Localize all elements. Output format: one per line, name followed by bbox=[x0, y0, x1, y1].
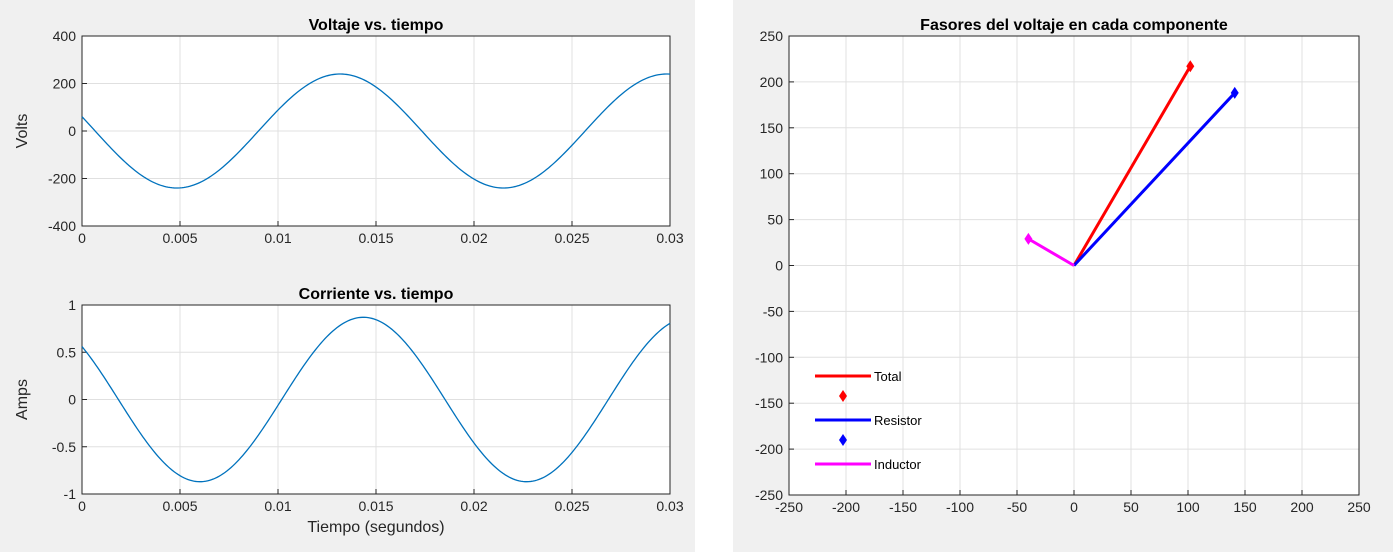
x-tick-label: 0 bbox=[78, 230, 86, 246]
phasor-line-total bbox=[1072, 65, 1192, 267]
legend-marker-resistor bbox=[839, 434, 847, 446]
x-tick-label: 0.03 bbox=[656, 230, 683, 246]
y-tick-label: -400 bbox=[48, 218, 76, 234]
axes-frame bbox=[81, 304, 671, 495]
y-tick-label: -0.5 bbox=[52, 439, 76, 455]
x-tick-label: -250 bbox=[775, 499, 803, 515]
legend-label-total: Total bbox=[874, 369, 902, 384]
x-tick-label: 0.005 bbox=[162, 498, 197, 514]
chart-title: Fasores del voltaje en cada componente bbox=[920, 17, 1228, 34]
y-tick-label: 150 bbox=[760, 120, 784, 136]
series-line bbox=[81, 316, 671, 483]
x-tick-label: 0.03 bbox=[656, 498, 683, 514]
time-plots-svg: 0 0.005 0.01 0.015 0.02 0.025 0.03 -400 -200 0 200… bbox=[14, 17, 684, 536]
phasor-line-resistor bbox=[1072, 91, 1236, 267]
legend-label-resistor: Resistor bbox=[874, 413, 922, 428]
axes-frame bbox=[81, 35, 671, 227]
phasor-tip-total bbox=[1186, 60, 1195, 73]
axes-frame bbox=[788, 35, 1360, 496]
y-tick-label: 50 bbox=[767, 212, 783, 228]
x-tick-label: 0.005 bbox=[162, 230, 197, 246]
y-tick-label: 100 bbox=[760, 166, 784, 182]
y-tick-label: 1 bbox=[68, 297, 76, 313]
phasor-line-inductor bbox=[1027, 237, 1075, 267]
right-figure-panel: -250 -200 -150 -100 -50 0 50 100 150 200 250 -250 -2… bbox=[733, 0, 1393, 552]
x-tick-label: 0.02 bbox=[460, 230, 487, 246]
y-tick-label: -100 bbox=[755, 349, 783, 365]
y-tick-label: 200 bbox=[760, 74, 784, 90]
x-tick-label: -50 bbox=[1007, 499, 1027, 515]
x-tick-label: 0.015 bbox=[358, 498, 393, 514]
x-tick-label: 0 bbox=[1070, 499, 1078, 515]
y-axis-label: Amps bbox=[14, 379, 31, 420]
phasor-plot-svg: -250 -200 -150 -100 -50 0 50 100 150 200 250 -250 -2… bbox=[755, 17, 1371, 515]
y-tick-label: 250 bbox=[760, 28, 784, 44]
y-tick-label: 0.5 bbox=[57, 344, 77, 360]
y-tick-label: -1 bbox=[64, 486, 77, 502]
y-tick-label: 0 bbox=[68, 392, 76, 408]
y-tick-label: -50 bbox=[763, 303, 783, 319]
legend-label-inductor: Inductor bbox=[874, 457, 922, 472]
x-tick-label: 50 bbox=[1123, 499, 1139, 515]
x-tick-label: 0.025 bbox=[554, 498, 589, 514]
phasor-tip-resistor bbox=[1230, 86, 1239, 99]
x-tick-label: 0.015 bbox=[358, 230, 393, 246]
y-tick-label: -200 bbox=[48, 171, 76, 187]
phasor-tip-inductor bbox=[1024, 232, 1033, 245]
x-tick-label: -100 bbox=[946, 499, 974, 515]
left-figure-panel: 0 0.005 0.01 0.015 0.02 0.025 0.03 -400 -200 0 200… bbox=[0, 0, 695, 552]
x-tick-label: 150 bbox=[1233, 499, 1257, 515]
x-tick-label: -150 bbox=[889, 499, 917, 515]
y-tick-label: -250 bbox=[755, 487, 783, 503]
y-axis-label: Volts bbox=[14, 114, 31, 149]
y-tick-label: 400 bbox=[53, 28, 77, 44]
x-tick-label: 0.025 bbox=[554, 230, 589, 246]
y-tick-label: -150 bbox=[755, 395, 783, 411]
x-tick-label: 0.01 bbox=[264, 498, 291, 514]
x-tick-label: 100 bbox=[1176, 499, 1200, 515]
legend-marker-total bbox=[839, 390, 847, 402]
x-tick-label: 0 bbox=[78, 498, 86, 514]
chart-title: Voltaje vs. tiempo bbox=[309, 17, 444, 34]
x-tick-label: 0.01 bbox=[264, 230, 291, 246]
x-tick-label: 200 bbox=[1290, 499, 1314, 515]
y-tick-label: 0 bbox=[775, 258, 783, 274]
y-tick-label: -200 bbox=[755, 441, 783, 457]
y-tick-label: 0 bbox=[68, 123, 76, 139]
x-tick-label: 0.02 bbox=[460, 498, 487, 514]
y-tick-label: 200 bbox=[53, 76, 77, 92]
x-tick-label: -200 bbox=[832, 499, 860, 515]
series-line bbox=[81, 73, 671, 189]
chart-title: Corriente vs. tiempo bbox=[299, 286, 454, 303]
x-tick-label: 250 bbox=[1347, 499, 1371, 515]
x-axis-label: Tiempo (segundos) bbox=[307, 519, 444, 536]
